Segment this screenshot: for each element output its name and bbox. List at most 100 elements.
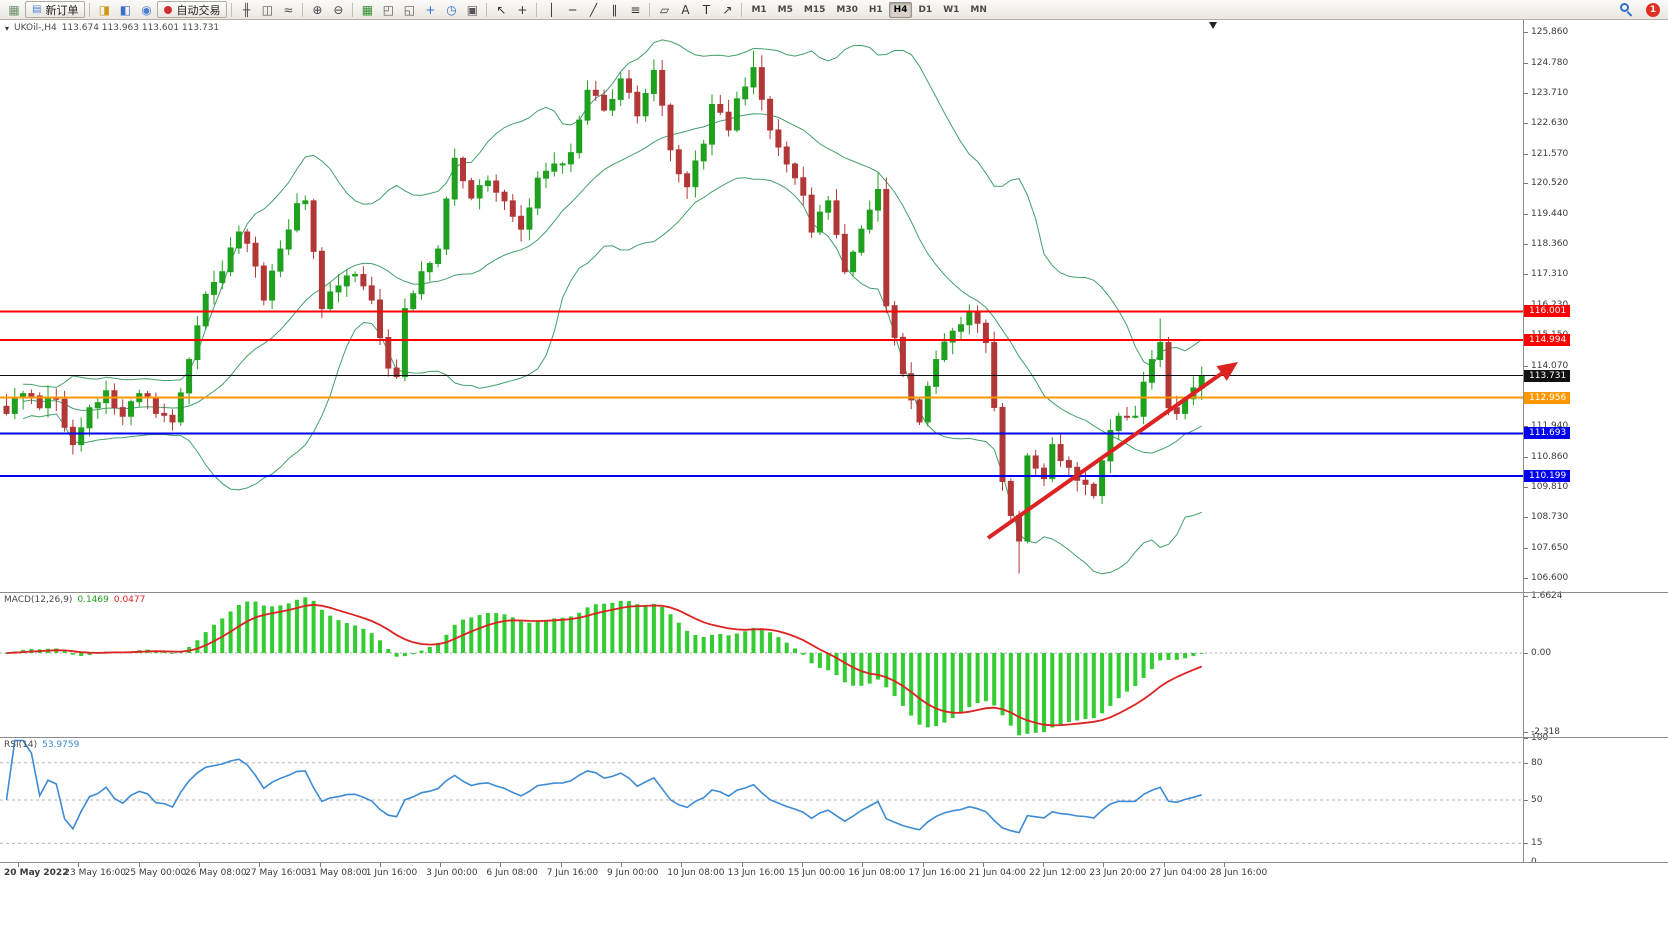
macd-panel[interactable]: MACD(12,26,9) 0.1469 0.0477 (0, 593, 1523, 737)
new-order-button-icon: ▤ (32, 4, 42, 15)
candlestick-chart-icon[interactable]: ◫ (261, 2, 274, 17)
axis-tickmark (1524, 244, 1528, 246)
profiles-icon[interactable]: ◧ (119, 2, 132, 17)
axis-tickmark (1524, 274, 1528, 276)
price-chart-canvas[interactable] (0, 20, 1523, 592)
market-watch-icon[interactable]: ◉ (141, 2, 152, 17)
timeframe-button-h4[interactable]: H4 (888, 1, 913, 18)
panel-separator-rsi[interactable] (0, 737, 1668, 738)
search-icon[interactable] (1619, 2, 1635, 18)
macd-axis-tick: 0.00 (1531, 648, 1552, 658)
time-tickmark (922, 863, 924, 867)
notification-badge[interactable]: 1 (1646, 2, 1660, 17)
rsi-canvas[interactable] (0, 738, 1523, 862)
chart-properties-icon[interactable]: ▣ (466, 2, 479, 17)
autotrading-button[interactable]: 自动交易 (157, 1, 228, 18)
text-label-icon[interactable]: T (702, 2, 711, 17)
axis-tickmark (1524, 457, 1528, 459)
time-tickmark (741, 863, 743, 867)
timeframe-button-m1[interactable]: M1 (751, 4, 767, 15)
cursor-icon[interactable]: ↖ (496, 2, 507, 17)
panel-separator-macd[interactable] (0, 592, 1668, 593)
price-tick: 125.860 (1531, 26, 1569, 37)
time-tickmark (1043, 863, 1045, 867)
bar-chart-icon[interactable]: ╫ (242, 2, 251, 17)
grid-icon[interactable]: ▦ (361, 2, 374, 17)
new-order-button[interactable]: ▤ 新订单 (25, 1, 86, 18)
axis-tickmark (1524, 738, 1528, 739)
crosshair-icon[interactable]: + (517, 2, 528, 17)
channel-icon[interactable]: ∥ (611, 2, 618, 17)
line-chart-icon[interactable]: ≈ (283, 2, 294, 17)
axis-tickmark (1524, 596, 1528, 597)
time-label: 27 Jun 04:00 (1149, 868, 1207, 878)
timeframe-button-m15[interactable]: M15 (803, 4, 826, 15)
new-chart-icon[interactable]: ◨ (98, 2, 111, 17)
time-tickmark (198, 863, 200, 867)
price-tick: 122.630 (1531, 118, 1569, 129)
tile-windows-icon[interactable]: ◰ (382, 2, 395, 17)
time-label: 25 May 00:00 (124, 868, 187, 878)
axis-tickmark (1524, 153, 1528, 155)
price-tick: 123.710 (1531, 87, 1569, 98)
rsi-axis-tick: 50 (1531, 795, 1543, 805)
macd-signal-value: 0.0477 (113, 595, 146, 605)
fibonacci-icon[interactable]: ≡ (630, 2, 641, 17)
chart-window-icon[interactable]: ▦ (8, 2, 20, 17)
timeframe-button-m5[interactable]: M5 (777, 4, 793, 15)
axis-tickmark (1524, 762, 1528, 764)
new-order-button-label: 新订单 (45, 3, 79, 17)
axis-tickmark (1524, 843, 1528, 845)
search-handle (1626, 10, 1633, 17)
timeframe-button-w1[interactable]: W1 (943, 4, 960, 15)
candlestick-series (3, 50, 1205, 574)
toolbar-separator (231, 2, 233, 17)
price-tick: 110.860 (1531, 452, 1569, 463)
price-tick: 107.650 (1531, 543, 1569, 554)
bollinger-upper-band (23, 39, 1202, 388)
macd-main-value: 0.1469 (77, 595, 109, 605)
time-label: 23 May 16:00 (64, 868, 127, 878)
timeframe-button-h1[interactable]: H1 (868, 4, 883, 15)
macd-canvas[interactable] (0, 593, 1523, 737)
timeframe-button-mn[interactable]: MN (970, 4, 987, 15)
time-tickmark (801, 863, 803, 867)
zoom-out-icon[interactable]: ⊖ (333, 2, 344, 17)
time-axis[interactable]: 20 May 2022 23 May 16:00 25 May 00:00 26 Ma… (0, 862, 1668, 888)
trendline-icon[interactable]: ╱ (589, 2, 598, 17)
timeframe-button-d1[interactable]: D1 (918, 4, 933, 15)
macd-axis-tick: -2.318 (1531, 727, 1561, 738)
horizontal-line-icon[interactable]: ─ (568, 2, 577, 17)
indicators-icon[interactable]: + (425, 2, 436, 17)
text-icon[interactable]: A (681, 2, 690, 17)
time-tickmark (681, 863, 683, 867)
axis-tickmark (1524, 213, 1528, 215)
toolbar: ▦ ▤ 新订单 ◨ ◧ ◉ 自动交易 ╫ ◫ ≈ ⊕ ⊖ ▦ ◰ ◱ + ◷ ▣ ↖ + │ ─ ╱ ∥ ≡ ▱ A T ↗ M1 M5 M1… (0, 0, 1668, 20)
trend-arrow-head[interactable] (1216, 362, 1238, 381)
chart-shift-marker[interactable] (1209, 22, 1217, 29)
chart-symbol-timeframe: UKOil-,H4 (14, 23, 57, 33)
arrow-object-icon[interactable]: ↗ (722, 2, 733, 17)
timeframe-button-m30[interactable]: M30 (836, 4, 858, 15)
axis-tickmark (1524, 123, 1528, 125)
price-tick: 121.570 (1531, 148, 1569, 159)
price-badge-112-956: 112.956 (1524, 391, 1570, 404)
time-tickmark (259, 863, 261, 867)
symbol-dropdown-icon[interactable]: ▾ (5, 23, 10, 33)
time-label: 16 Jun 08:00 (848, 868, 906, 878)
shapes-icon[interactable]: ▱ (659, 2, 670, 17)
rsi-panel[interactable]: RSI(14) 53.9759 (0, 738, 1523, 862)
vertical-line-icon[interactable]: │ (547, 2, 556, 17)
cascade-windows-icon[interactable]: ◱ (403, 2, 416, 17)
time-label: 9 Jun 00:00 (607, 868, 659, 878)
zoom-in-icon[interactable]: ⊕ (312, 2, 323, 17)
rsi-value: 53.9759 (42, 740, 80, 750)
time-label: 3 Jun 00:00 (426, 868, 478, 878)
time-tickmark (379, 863, 381, 867)
main-chart-panel[interactable]: ▾ UKOil-,H4 113.674 113.963 113.601 113.… (0, 20, 1523, 592)
periods-icon[interactable]: ◷ (446, 2, 457, 17)
trend-arrow-line[interactable] (986, 371, 1223, 540)
price-scale[interactable]: 125.860 124.780 123.710 122.630 121.570 120.5… (1523, 20, 1668, 867)
time-label: 7 Jun 16:00 (546, 868, 599, 878)
price-badge-114-994: 114.994 (1524, 333, 1570, 346)
